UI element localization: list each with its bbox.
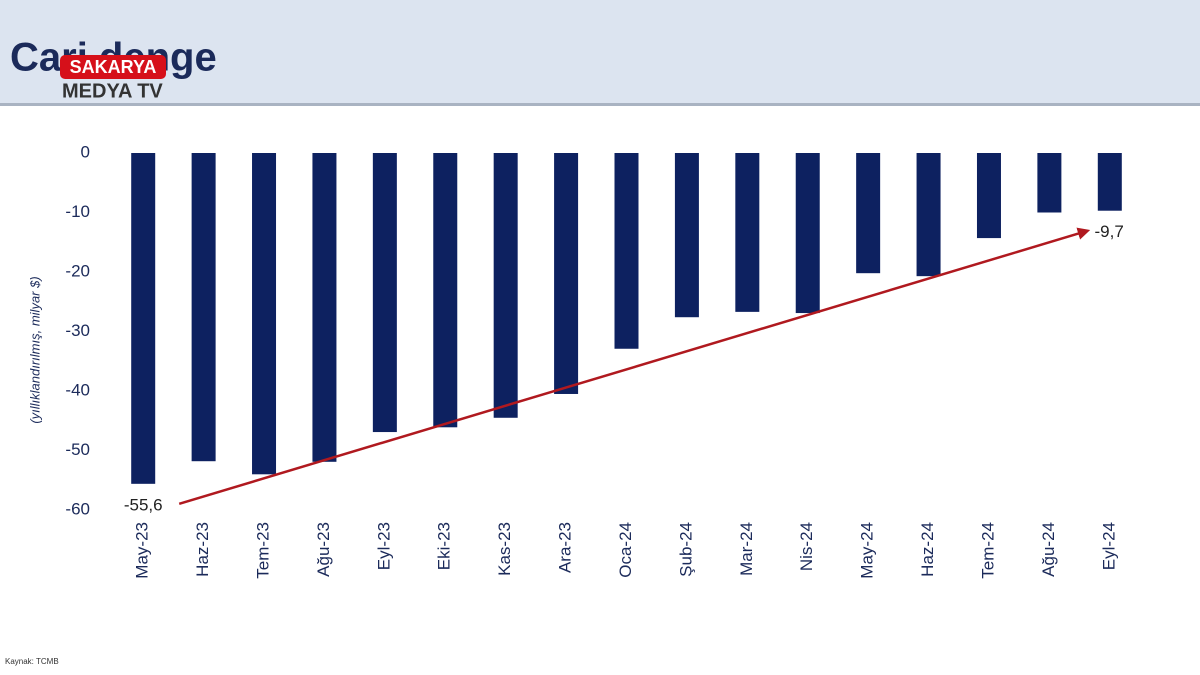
bar xyxy=(614,153,639,349)
x-tick-label: Kas-23 xyxy=(495,522,514,576)
x-tick-label: Oca-24 xyxy=(616,522,635,578)
y-tick-label: 0 xyxy=(81,142,90,161)
y-tick-label: -50 xyxy=(65,440,90,459)
y-tick-label: -60 xyxy=(65,499,90,518)
x-tick-label: Haz-23 xyxy=(193,522,212,577)
bar xyxy=(1097,153,1122,211)
x-tick-label: Nis-24 xyxy=(797,522,816,571)
y-tick-label: -30 xyxy=(65,321,90,340)
y-axis-label: (yıllıklandırılmış, milyar $) xyxy=(27,276,42,423)
x-tick-label: Ağu-24 xyxy=(1039,522,1058,577)
bar xyxy=(493,153,518,418)
x-tick-label: Eyl-23 xyxy=(374,522,393,570)
bar xyxy=(252,153,277,475)
bar xyxy=(674,153,699,318)
data-label: -9,7 xyxy=(1094,222,1123,241)
bar xyxy=(372,153,397,433)
header-rule xyxy=(0,103,1200,106)
bar xyxy=(1037,153,1062,213)
x-tick-label: Şub-24 xyxy=(676,522,695,577)
x-tick-label: Tem-24 xyxy=(978,522,997,579)
logo-line2: MEDYA TV xyxy=(62,80,163,102)
bar xyxy=(191,153,216,462)
trend-arrow xyxy=(178,227,1091,506)
y-tick-label: -10 xyxy=(65,202,90,221)
bar xyxy=(735,153,760,312)
bar xyxy=(976,153,1001,239)
x-tick-label: Ara-23 xyxy=(556,522,575,573)
y-tick-label: -20 xyxy=(65,261,90,280)
bar xyxy=(433,153,458,428)
x-tick-label: Eyl-24 xyxy=(1099,522,1118,570)
x-tick-label: May-24 xyxy=(858,522,877,579)
bar xyxy=(795,153,820,314)
bar xyxy=(131,153,156,484)
bar xyxy=(554,153,579,394)
bar xyxy=(312,153,337,462)
x-tick-label: Mar-24 xyxy=(737,522,756,576)
x-tick-label: Tem-23 xyxy=(254,522,273,579)
x-tick-label: May-23 xyxy=(133,522,152,579)
logo-line1: SAKARYA xyxy=(70,57,157,77)
x-tick-label: Ağu-23 xyxy=(314,522,333,577)
bar xyxy=(916,153,941,277)
data-label: -55,6 xyxy=(124,495,163,514)
bar xyxy=(856,153,881,274)
x-tick-label: Eki-23 xyxy=(435,522,454,570)
x-tick-label: Haz-24 xyxy=(918,522,937,577)
y-tick-label: -40 xyxy=(65,380,90,399)
header-band xyxy=(0,0,1200,105)
source-note: Kaynak: TCMB xyxy=(5,657,59,666)
logo-badge xyxy=(60,55,166,79)
